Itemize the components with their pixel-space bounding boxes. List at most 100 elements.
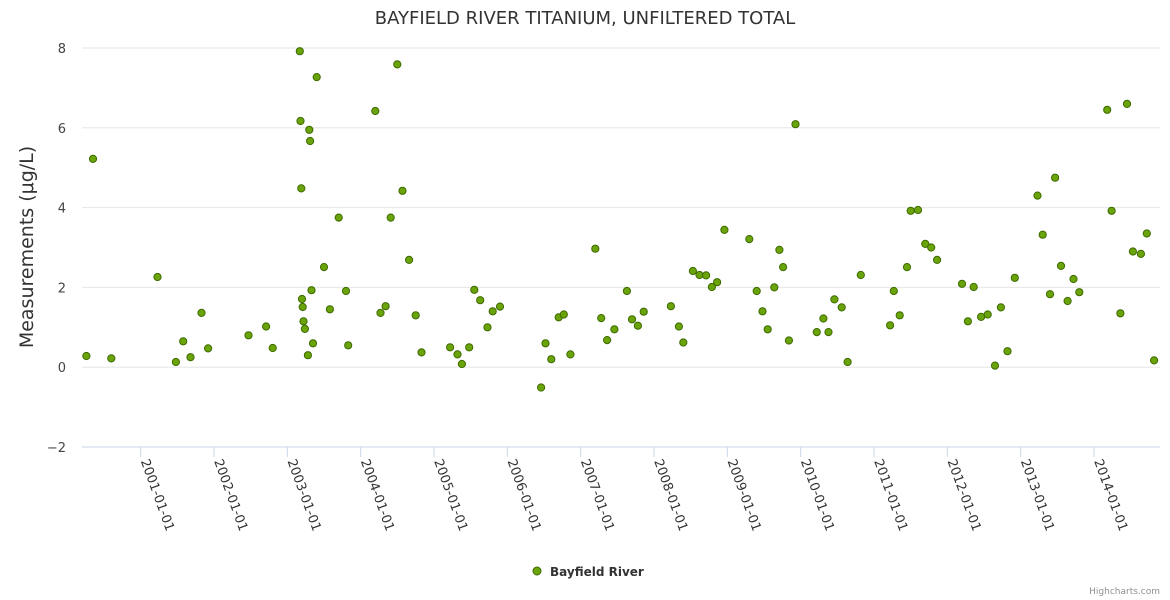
data-point[interactable]: [298, 302, 307, 312]
data-point[interactable]: [957, 279, 967, 288]
data-point[interactable]: [197, 308, 206, 317]
data-point[interactable]: [476, 296, 485, 305]
data-point[interactable]: [597, 314, 606, 323]
data-point[interactable]: [1069, 274, 1078, 284]
data-point[interactable]: [303, 351, 312, 360]
data-point[interactable]: [341, 286, 351, 296]
data-point[interactable]: [262, 322, 271, 331]
data-point[interactable]: [446, 343, 455, 352]
data-point[interactable]: [843, 357, 852, 367]
credits-link[interactable]: Highcharts.com: [1089, 587, 1160, 597]
data-point[interactable]: [707, 282, 717, 292]
data-point[interactable]: [889, 286, 898, 296]
data-point[interactable]: [300, 324, 309, 333]
data-point[interactable]: [969, 282, 978, 292]
data-point[interactable]: [405, 255, 414, 264]
data-point[interactable]: [566, 350, 575, 359]
data-point[interactable]: [770, 283, 779, 292]
data-point[interactable]: [713, 278, 722, 287]
data-point[interactable]: [679, 338, 688, 347]
data-point[interactable]: [784, 336, 794, 345]
data-point[interactable]: [983, 310, 992, 319]
legend[interactable]: Bayfield River: [531, 565, 644, 579]
data-point[interactable]: [537, 383, 546, 392]
data-point[interactable]: [305, 125, 314, 134]
legend-item-bayfield-river[interactable]: Bayfield River: [550, 565, 644, 579]
data-point[interactable]: [306, 136, 315, 146]
data-point[interactable]: [752, 286, 761, 296]
data-point[interactable]: [325, 305, 334, 314]
data-point[interactable]: [334, 213, 343, 222]
data-point[interactable]: [295, 47, 304, 56]
data-point[interactable]: [996, 303, 1006, 312]
data-point[interactable]: [702, 271, 711, 280]
data-point[interactable]: [244, 331, 253, 340]
data-point[interactable]: [824, 328, 833, 337]
data-point[interactable]: [837, 303, 846, 312]
data-point[interactable]: [297, 294, 307, 304]
data-point[interactable]: [1010, 273, 1019, 282]
data-point[interactable]: [779, 263, 788, 272]
data-point[interactable]: [398, 186, 407, 195]
data-point[interactable]: [763, 325, 772, 334]
data-point[interactable]: [488, 307, 497, 316]
data-point[interactable]: [758, 307, 767, 316]
data-point[interactable]: [1003, 347, 1012, 356]
data-point[interactable]: [720, 225, 729, 234]
data-point[interactable]: [319, 263, 329, 272]
data-point[interactable]: [470, 285, 479, 294]
data-point[interactable]: [82, 351, 91, 361]
data-point[interactable]: [376, 308, 385, 317]
data-point[interactable]: [1107, 206, 1116, 215]
data-point[interactable]: [906, 206, 915, 215]
data-point[interactable]: [639, 307, 648, 316]
data-point[interactable]: [591, 244, 600, 253]
data-point[interactable]: [107, 354, 116, 363]
data-point[interactable]: [1122, 99, 1132, 109]
data-point[interactable]: [457, 359, 466, 369]
data-point[interactable]: [963, 317, 973, 326]
data-point[interactable]: [541, 339, 550, 348]
data-point[interactable]: [153, 272, 162, 282]
data-point[interactable]: [381, 302, 390, 311]
data-point[interactable]: [1136, 249, 1146, 258]
data-point[interactable]: [990, 361, 1000, 370]
data-point[interactable]: [933, 255, 942, 264]
data-point[interactable]: [411, 311, 420, 320]
data-point[interactable]: [791, 120, 800, 129]
data-point[interactable]: [610, 325, 619, 334]
data-point[interactable]: [1103, 105, 1112, 114]
data-point[interactable]: [856, 270, 865, 280]
data-point[interactable]: [603, 336, 612, 345]
data-point[interactable]: [921, 239, 930, 248]
data-point[interactable]: [171, 357, 180, 367]
data-point[interactable]: [453, 350, 462, 359]
data-point[interactable]: [895, 311, 904, 320]
data-point[interactable]: [312, 73, 321, 82]
data-point[interactable]: [495, 302, 505, 311]
data-point[interactable]: [204, 344, 213, 353]
data-point[interactable]: [307, 286, 316, 295]
data-point[interactable]: [1150, 356, 1159, 365]
data-point[interactable]: [179, 337, 188, 346]
data-point[interactable]: [308, 339, 318, 348]
data-point[interactable]: [775, 245, 784, 254]
data-point[interactable]: [1128, 247, 1138, 256]
data-point[interactable]: [1063, 296, 1072, 306]
data-point[interactable]: [559, 310, 568, 319]
data-point[interactable]: [296, 116, 305, 126]
data-point[interactable]: [393, 60, 402, 69]
data-point[interactable]: [465, 343, 474, 352]
data-point[interactable]: [830, 295, 839, 304]
data-point[interactable]: [1056, 261, 1066, 270]
data-point[interactable]: [1051, 173, 1060, 182]
data-point[interactable]: [268, 343, 277, 353]
data-point[interactable]: [186, 353, 195, 362]
data-point[interactable]: [386, 213, 395, 222]
data-point[interactable]: [1142, 229, 1151, 238]
data-point[interactable]: [1038, 230, 1047, 239]
data-point[interactable]: [819, 314, 828, 323]
data-point[interactable]: [666, 302, 676, 311]
data-point[interactable]: [1045, 290, 1055, 299]
data-point[interactable]: [927, 243, 936, 252]
